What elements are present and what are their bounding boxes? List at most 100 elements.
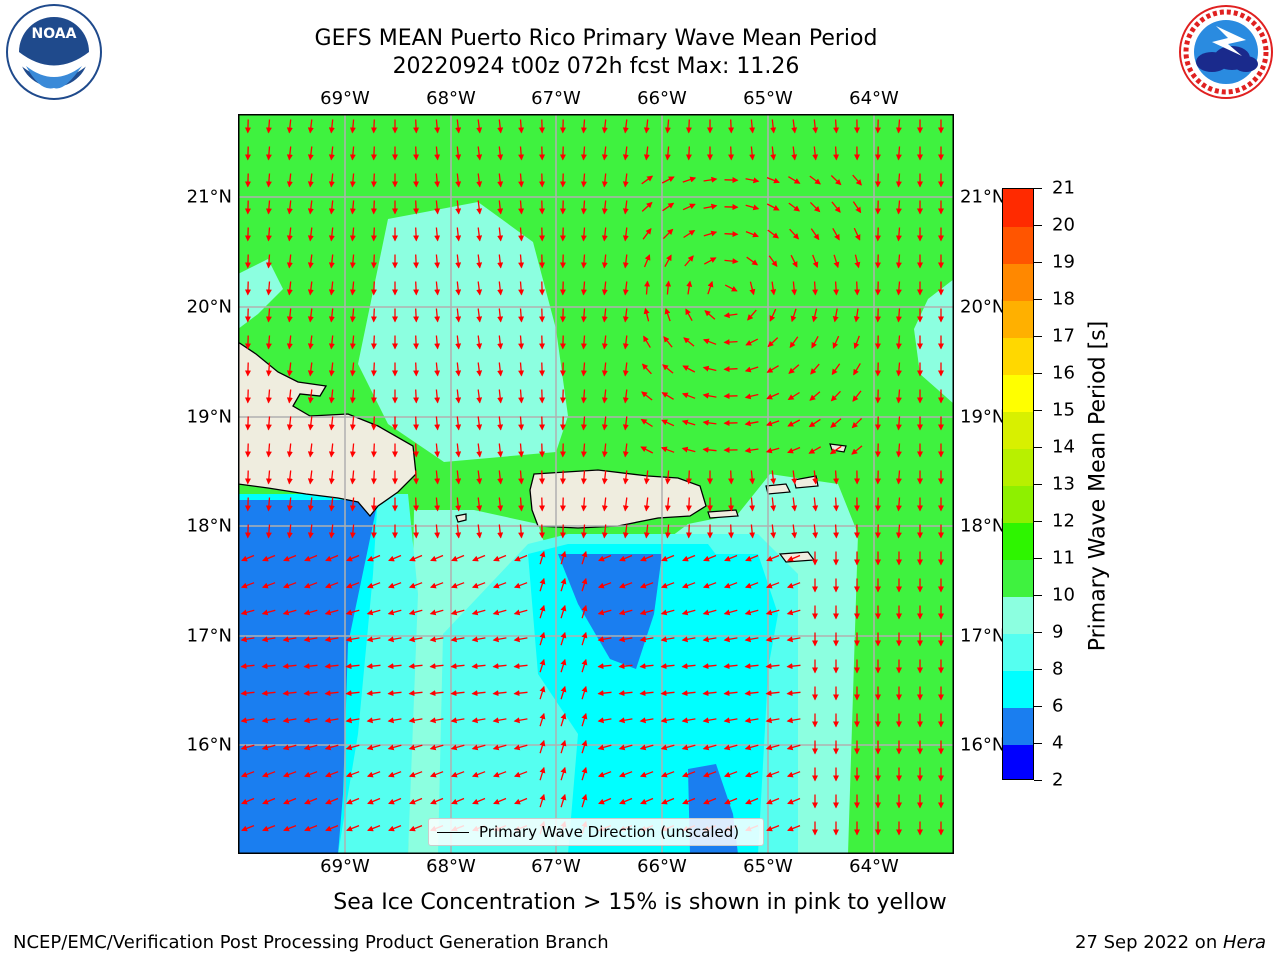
- wave-direction-arrow: [518, 497, 525, 512]
- wave-direction-arrow: [723, 312, 738, 319]
- wave-direction-arrow: [434, 362, 441, 377]
- wave-direction-arrow: [745, 204, 760, 211]
- wave-direction-arrow: [472, 797, 486, 805]
- wave-direction-arrow: [518, 119, 525, 134]
- wave-direction-arrow: [641, 391, 653, 401]
- wave-direction-arrow: [514, 554, 528, 562]
- wave-direction-arrow: [370, 119, 377, 134]
- wave-direction-arrow: [786, 609, 801, 616]
- wave-direction-arrow: [518, 227, 525, 242]
- wave-direction-arrow: [622, 470, 629, 485]
- wave-direction-arrow: [702, 419, 717, 426]
- colorbar-tick-label: 14: [1052, 436, 1075, 458]
- wave-direction-arrow: [455, 281, 462, 296]
- colorbar-segment: [1003, 744, 1033, 779]
- chart-title-line1: GEFS MEAN Puerto Rico Primary Wave Mean …: [314, 26, 878, 51]
- wave-direction-arrow: [476, 308, 483, 323]
- wave-direction-arrow: [387, 609, 402, 616]
- wave-direction-arrow: [766, 554, 780, 562]
- wave-direction-arrow: [581, 604, 588, 619]
- wave-direction-arrow: [597, 582, 612, 589]
- lat-label-right: 18°N: [960, 515, 1006, 537]
- wave-direction-arrow: [643, 335, 651, 348]
- wave-direction-arrow: [788, 176, 801, 184]
- wave-direction-arrow: [286, 416, 293, 431]
- wave-direction-arrow: [661, 176, 675, 184]
- wave-direction-arrow: [349, 362, 356, 377]
- wave-direction-arrow: [895, 227, 902, 242]
- wave-direction-arrow: [370, 470, 377, 485]
- wave-direction-arrow: [640, 554, 654, 562]
- wave-direction-arrow: [328, 281, 335, 296]
- wave-direction-arrow: [328, 470, 335, 485]
- lon-label-top: 65°W: [743, 88, 793, 109]
- wave-direction-arrow: [664, 119, 671, 134]
- wave-direction-arrow: [812, 254, 819, 269]
- wave-direction-arrow: [851, 417, 863, 429]
- wave-direction-arrow: [765, 582, 780, 589]
- wave-direction-arrow: [328, 173, 335, 188]
- wave-direction-arrow: [282, 690, 297, 697]
- wave-direction-arrow: [324, 717, 339, 724]
- wave-direction-arrow: [895, 335, 902, 350]
- wave-direction-arrow: [492, 690, 507, 697]
- wave-direction-arrow: [765, 744, 780, 751]
- colorbar-tick-label: 13: [1052, 473, 1075, 495]
- lon-label-top: 66°W: [637, 88, 687, 109]
- wave-direction-arrow: [812, 497, 819, 512]
- wave-direction-arrow: [728, 146, 735, 161]
- wave-direction-arrow: [328, 524, 335, 539]
- wave-direction-arrow: [434, 254, 441, 269]
- wave-direction-arrow: [261, 744, 276, 751]
- wave-direction-arrow: [324, 636, 339, 643]
- colorbar-tick-label: 20: [1052, 214, 1075, 236]
- wave-direction-arrow: [622, 497, 629, 512]
- colorbar-segment: [1003, 300, 1033, 338]
- period-band-4-6-west: [238, 500, 378, 854]
- wave-direction-arrow: [853, 363, 861, 376]
- wave-direction-arrow: [601, 389, 608, 404]
- wave-direction-arrow: [681, 744, 696, 751]
- wave-direction-arrow: [370, 146, 377, 161]
- wave-direction-arrow: [471, 636, 486, 643]
- wave-direction-arrow: [328, 200, 335, 215]
- wave-direction-arrow: [810, 228, 820, 241]
- wave-direction-arrow: [809, 201, 821, 213]
- wave-direction-arrow: [434, 497, 441, 512]
- wave-direction-arrow: [366, 609, 381, 616]
- wave-direction-arrow: [639, 582, 654, 589]
- wave-direction-arrow: [367, 797, 381, 805]
- wave-direction-arrow: [387, 636, 402, 643]
- wave-direction-arrow: [789, 336, 799, 349]
- wave-direction-arrow: [745, 797, 759, 805]
- wave-direction-arrow: [455, 227, 462, 242]
- wave-direction-arrow: [497, 146, 504, 161]
- wave-direction-arrow: [492, 717, 507, 724]
- wave-direction-arrow: [476, 389, 483, 404]
- wave-direction-arrow: [744, 744, 759, 751]
- wave-direction-arrow: [345, 582, 360, 589]
- colorbar-tick-label: 15: [1052, 399, 1075, 421]
- wave-direction-arrow: [702, 392, 717, 399]
- wave-direction-arrow: [349, 308, 356, 323]
- wave-direction-arrow: [598, 554, 612, 562]
- wave-direction-arrow: [262, 554, 276, 562]
- wave-direction-arrow: [895, 389, 902, 404]
- wave-direction-arrow: [325, 554, 339, 562]
- wave-direction-arrow: [895, 308, 902, 323]
- wave-direction-arrow: [476, 497, 483, 512]
- wave-direction-arrow: [661, 554, 675, 562]
- sea-ice-note: Sea Ice Concentration > 15% is shown in …: [333, 890, 947, 915]
- wave-direction-arrow: [791, 470, 798, 485]
- wave-direction-arrow: [622, 254, 629, 269]
- wave-direction-arrow: [307, 389, 314, 404]
- wave-direction-arrow: [387, 744, 402, 751]
- wave-direction-arrow: [580, 119, 587, 134]
- wave-direction-arrow: [832, 335, 840, 349]
- wave-direction-arrow: [367, 554, 381, 562]
- wave-direction-arrow: [349, 497, 356, 512]
- wave-direction-arrow: [455, 173, 462, 188]
- wave-direction-arrow: [408, 609, 423, 616]
- wave-direction-arrow: [434, 146, 441, 161]
- wave-direction-arrow: [641, 363, 652, 375]
